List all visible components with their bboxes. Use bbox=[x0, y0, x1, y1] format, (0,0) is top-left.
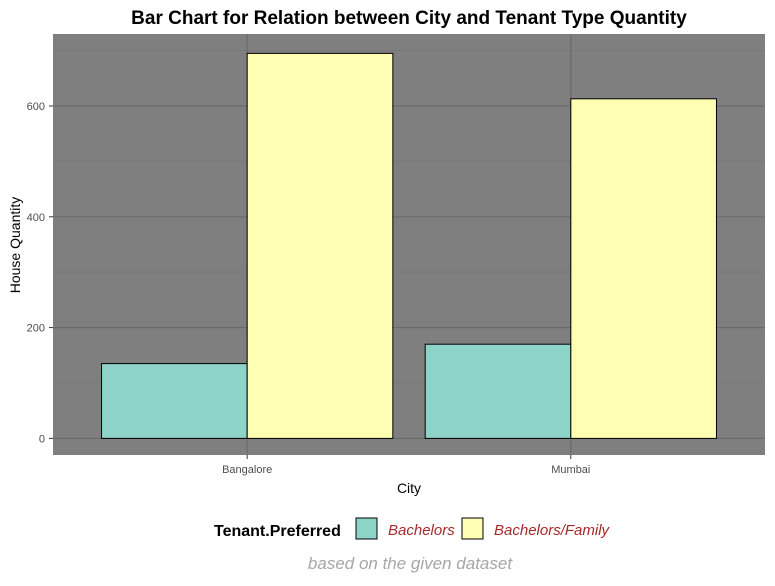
chart-caption: based on the given dataset bbox=[308, 554, 513, 573]
legend: Tenant.Preferred Bachelors Bachelors/Fam… bbox=[214, 517, 611, 540]
y-tick-label: 400 bbox=[27, 212, 45, 224]
legend-swatch-bachelors-family bbox=[461, 517, 484, 540]
legend-swatch-bachelors bbox=[355, 517, 378, 540]
legend-title: Tenant.Preferred bbox=[214, 523, 341, 540]
x-axis-title: City bbox=[397, 480, 421, 496]
x-tick-label: Mumbai bbox=[551, 464, 590, 476]
y-tick-label: 0 bbox=[39, 433, 45, 445]
x-axis-ticks: Bangalore Mumbai bbox=[222, 455, 590, 476]
bar-mumbai-bachelors bbox=[424, 343, 572, 439]
bar-mumbai-bachelors-family bbox=[570, 98, 717, 439]
bar-bangalore-bachelors bbox=[101, 363, 248, 439]
legend-label-bachelors: Bachelors bbox=[388, 522, 455, 539]
y-tick-label: 200 bbox=[27, 323, 45, 335]
bar-bangalore-bachelors-family bbox=[246, 52, 394, 439]
x-tick-label: Bangalore bbox=[222, 464, 272, 476]
y-axis-title: House Quantity bbox=[7, 197, 23, 294]
chart-title: Bar Chart for Relation between City and … bbox=[131, 8, 687, 29]
y-axis-ticks: 0 200 400 600 bbox=[27, 101, 53, 445]
legend-label-bachelors-family: Bachelors/Family bbox=[494, 522, 611, 539]
y-tick-label: 600 bbox=[27, 101, 45, 113]
bars bbox=[101, 52, 717, 439]
